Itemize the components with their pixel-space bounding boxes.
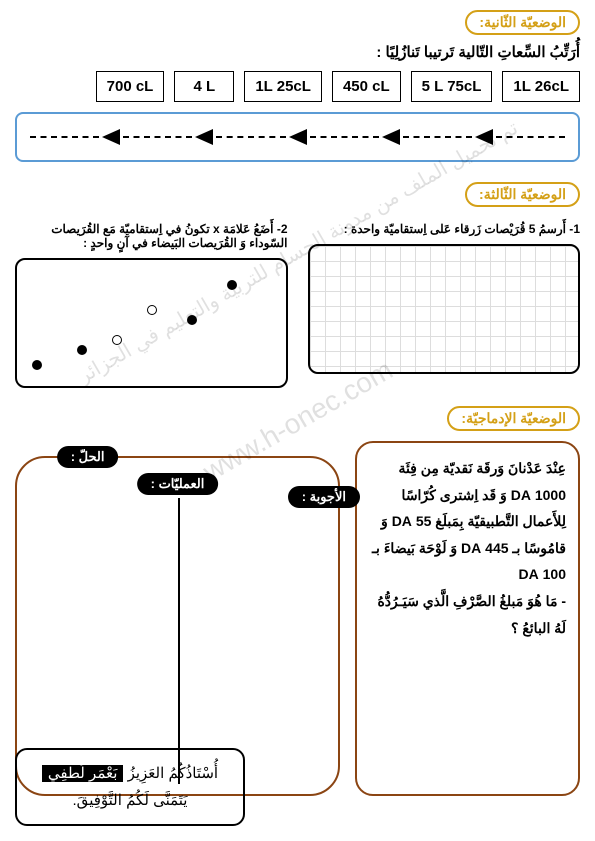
section2-instruction: أُرَتِّبُ السِّعاتِ التّالية تَرتيبا تَن…	[15, 43, 580, 61]
teacher-line2: يَتَمَنَّى لَكُمُ التَّوْفِيقَ.	[32, 787, 228, 814]
arrow-icon	[382, 129, 400, 145]
arrow-icon	[195, 129, 213, 145]
filled-dot	[77, 345, 87, 355]
hollow-dot	[147, 305, 157, 315]
volume-box: 5 L 75cL	[411, 71, 493, 102]
dash	[403, 136, 472, 138]
volume-box: 1L 26cL	[502, 71, 580, 102]
problem-box: عِنْدَ عَدْنانَ وَرقَة نَقديّة مِن فِئَة…	[355, 441, 580, 796]
task1-col: 1- أَرسمُ 5 قُرَيْصات زَرقاء عَلى اِستقا…	[308, 222, 581, 388]
volume-box: 4 L	[174, 71, 234, 102]
work-box: الحلّ : العمليّات :	[15, 456, 340, 796]
filled-dot	[187, 315, 197, 325]
dash	[496, 136, 565, 138]
arrow-icon	[289, 129, 307, 145]
volume-box: 450 cL	[332, 71, 401, 102]
integration-label: الوضعيّة الإدماجيّة:	[447, 406, 580, 431]
filled-dot	[32, 360, 42, 370]
arrow-answer-box	[15, 112, 580, 162]
filled-dot	[227, 280, 237, 290]
section2-label: الوضعيّة الثّانية:	[465, 10, 580, 35]
task2-col: 2- أَضَعُ عَلامَة x تكونُ في اِستقاميّة …	[15, 222, 288, 388]
section-2: الوضعيّة الثّانية: أُرَتِّبُ السِّعاتِ ا…	[15, 10, 580, 162]
answers-label: الأجوبة :	[288, 486, 360, 508]
volume-box: 700 cL	[96, 71, 165, 102]
question-text: - مَا هُوَ مَبلغُ الصَّرْفِ الَّذي سَيَـ…	[369, 588, 566, 641]
problem-text: عِنْدَ عَدْنانَ وَرقَة نَقديّة مِن فِئَة…	[369, 455, 566, 588]
section3-label: الوضعيّة الثّالثة:	[465, 182, 580, 207]
arrow-icon	[102, 129, 120, 145]
teacher-name: بَعْمَر لُطفِي	[42, 765, 124, 782]
task1-text: 1- أَرسمُ 5 قُرَيْصات زَرقاء عَلى اِستقا…	[308, 222, 581, 236]
divider	[178, 498, 180, 784]
section3-row: 1- أَرسمُ 5 قُرَيْصات زَرقاء عَلى اِستقا…	[15, 222, 580, 388]
operations-label: العمليّات :	[137, 473, 219, 495]
dash	[123, 136, 192, 138]
hollow-dot	[112, 335, 122, 345]
solution-label: الحلّ :	[57, 446, 119, 468]
volumes-row: 1L 26cL 5 L 75cL 450 cL 1L 25cL 4 L 700 …	[15, 71, 580, 102]
dash	[30, 136, 99, 138]
work-container: الحلّ : العمليّات : الأجوبة :	[15, 441, 340, 796]
task2-text: 2- أَضَعُ عَلامَة x تكونُ في اِستقاميّة …	[15, 222, 288, 250]
teacher-signature: أُسْتَاذُكُمُ العَزِيزُ بَعْمَر لُطفِي ي…	[15, 748, 245, 826]
arrow-icon	[475, 129, 493, 145]
volume-box: 1L 25cL	[244, 71, 322, 102]
section-3: الوضعيّة الثّالثة: 1- أَرسمُ 5 قُرَيْصات…	[15, 182, 580, 388]
teacher-line1: أُسْتَاذُكُمُ العَزِيزُ بَعْمَر لُطفِي	[32, 760, 228, 787]
bottom-row: عِنْدَ عَدْنانَ وَرقَة نَقديّة مِن فِئَة…	[15, 441, 580, 796]
dash	[310, 136, 379, 138]
dash	[216, 136, 285, 138]
teacher-prefix: أُسْتَاذُكُمُ العَزِيزُ	[123, 765, 218, 782]
integration-section: الوضعيّة الإدماجيّة: عِنْدَ عَدْنانَ وَر…	[15, 388, 580, 796]
dots-box	[15, 258, 288, 388]
grid-box	[308, 244, 581, 374]
